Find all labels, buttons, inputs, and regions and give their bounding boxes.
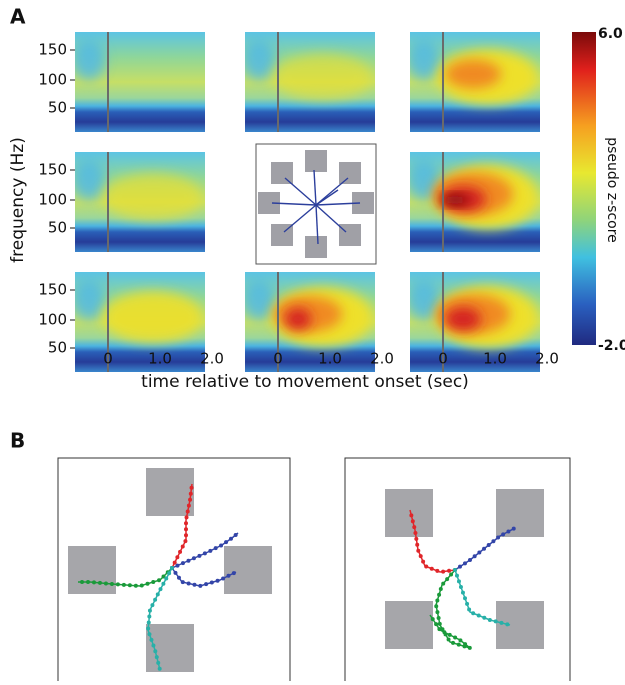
- y-tick-label: 50: [48, 99, 67, 117]
- spectrograms: [75, 32, 540, 372]
- trajectory-samples: [408, 508, 457, 575]
- spectrogram: [75, 32, 205, 132]
- y-tick-label: 50: [48, 219, 67, 237]
- x-axis-label: time relative to movement onset (sec): [141, 372, 469, 392]
- spectrogram-body: [410, 272, 540, 372]
- trajectory-samples: [170, 566, 238, 589]
- x-tick-label: 1.0: [483, 350, 507, 368]
- spectrogram: [245, 32, 375, 132]
- colorbar-label: pseudo z-score: [604, 137, 620, 243]
- trajectory-samples: [170, 531, 240, 570]
- warm-blob: [273, 53, 373, 101]
- y-tick-label: 100: [38, 191, 67, 209]
- y-tick-label: 150: [38, 281, 67, 299]
- reaches: [271, 169, 361, 245]
- cool-patch: [75, 160, 105, 200]
- center-diagram: [255, 143, 377, 265]
- targets: [258, 150, 374, 258]
- spectrogram: [75, 152, 205, 252]
- cool-patch: [410, 280, 440, 320]
- y-tick-label: 150: [38, 161, 67, 179]
- hot-core: [284, 308, 312, 330]
- spectrogram-body: [75, 152, 205, 252]
- trajectory-samples: [170, 482, 194, 570]
- panel-b-right: [344, 457, 571, 685]
- trajectory-samples: [428, 568, 472, 650]
- colorbar: [572, 32, 596, 345]
- trajectory: [147, 567, 173, 671]
- colorbar-min: -2.0: [598, 338, 625, 354]
- warm-blob: [103, 173, 203, 221]
- spectrogram: [410, 272, 540, 372]
- x-tick-label: 1.0: [148, 350, 172, 368]
- cool-patch: [245, 40, 275, 80]
- hot-peak: [441, 195, 469, 205]
- trajectories: [76, 482, 517, 672]
- warm-blob: [103, 291, 203, 343]
- colorbar-max: 6.0: [598, 26, 623, 42]
- cool-patch: [410, 40, 440, 80]
- x-tick-label: 0: [438, 350, 448, 368]
- cool-patch: [75, 280, 105, 320]
- y-tick-label: 150: [38, 41, 67, 59]
- cool-patch: [75, 40, 105, 80]
- x-tick-label: 2.0: [370, 350, 394, 368]
- panel-b-left: [57, 457, 291, 685]
- panel-label: A: [10, 5, 26, 29]
- y-tick-label: 50: [48, 339, 67, 357]
- spectrogram-body: [75, 272, 205, 372]
- y-tick-label: 100: [38, 311, 67, 329]
- trajectory-samples: [453, 526, 517, 572]
- y-axis-label: frequency (Hz): [8, 137, 28, 263]
- hot-blob: [445, 59, 501, 89]
- spectrogram-body: [410, 32, 540, 132]
- spectrogram: [410, 152, 540, 252]
- panel-label: B: [10, 429, 25, 453]
- spectrogram-body: [245, 32, 375, 132]
- trajectory-samples: [453, 568, 512, 627]
- trajectory-samples: [76, 566, 174, 589]
- spectrogram-body: [410, 152, 540, 252]
- y-tick-label: 100: [38, 71, 67, 89]
- cool-patch: [410, 160, 440, 200]
- x-tick-label: 0: [103, 350, 113, 368]
- hot-core: [445, 307, 481, 331]
- cool-patch: [245, 280, 275, 320]
- spectrogram-body: [245, 272, 375, 372]
- spectrogram: [245, 272, 375, 372]
- spectrogram: [75, 272, 205, 372]
- spectrogram: [410, 32, 540, 132]
- x-tick-label: 2.0: [535, 350, 559, 368]
- x-tick-label: 0: [273, 350, 283, 368]
- x-tick-label: 1.0: [318, 350, 342, 368]
- spectrogram-body: [75, 32, 205, 132]
- x-tick-label: 2.0: [200, 350, 224, 368]
- ticks: 150 100 50 150 100 50 150 100 50 0 1.0 2.0 0 1.0 2.0 0 1…: [38, 41, 559, 368]
